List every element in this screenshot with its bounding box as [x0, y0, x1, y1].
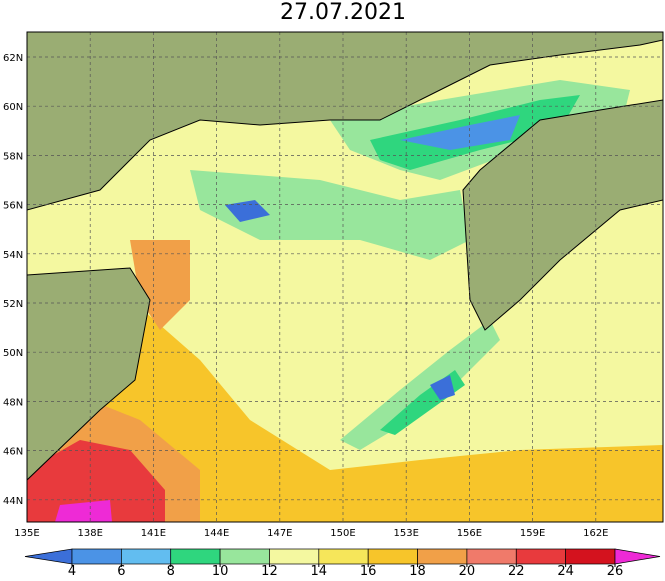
latitude-label: 44N — [3, 496, 23, 507]
colorbar-segment — [170, 548, 221, 565]
colorbar-segment — [515, 548, 566, 565]
colorbar-label: 12 — [261, 564, 278, 577]
latitude-label: 60N — [3, 102, 23, 113]
colorbar-segment — [269, 548, 320, 565]
longitude-label: 156E — [457, 528, 482, 539]
land — [27, 267, 151, 481]
land — [462, 99, 663, 331]
latitude-label: 52N — [3, 299, 23, 310]
colorbar-segment — [565, 548, 616, 565]
colorbar-label: 14 — [311, 564, 328, 577]
latitude-label: 54N — [3, 250, 23, 261]
colorbar-label: 20 — [459, 564, 476, 577]
colorbar-label: 4 — [68, 564, 76, 577]
colorbar-segment — [417, 548, 468, 565]
longitude-label: 162E — [583, 528, 608, 539]
colorbar-segment — [71, 548, 122, 565]
longitude-label: 159E — [520, 528, 545, 539]
colorbar-segment — [367, 548, 418, 565]
map-area — [27, 32, 663, 522]
longitude-label: 153E — [393, 528, 418, 539]
graticule — [27, 32, 663, 522]
colorbar-arrow — [614, 548, 661, 565]
colorbar-label: 6 — [117, 564, 125, 577]
longitude-label: 144E — [204, 528, 229, 539]
map-frame — [26, 31, 664, 523]
axis-labels: 135E 138E 141E 144E 147E 150E 153E 156E 159E 162E… — [3, 53, 609, 539]
colorbar-label: 8 — [167, 564, 175, 577]
cold-zone — [225, 200, 270, 222]
cold-zone — [400, 115, 520, 150]
map-title: 27.07.2021 — [280, 0, 406, 25]
latitude-label: 56N — [3, 201, 23, 212]
latitude-label: 46N — [3, 447, 23, 458]
latitude-label: 62N — [3, 53, 23, 64]
colorbar-arrow — [24, 548, 73, 565]
colorbar-label: 22 — [508, 564, 525, 577]
longitude-label: 147E — [267, 528, 292, 539]
colorbar-label: 18 — [409, 564, 426, 577]
hot-zone — [55, 500, 112, 522]
colorbar-segment — [121, 548, 172, 565]
colorbar-label: 24 — [557, 564, 574, 577]
longitude-label: 150E — [330, 528, 355, 539]
colorbar-label: 16 — [360, 564, 377, 577]
colorbar-segment — [318, 548, 369, 565]
cool-zone — [190, 170, 470, 260]
colorbar: 4 6 8 10 12 14 16 18 20 22 24 26 — [24, 548, 661, 579]
longitude-label: 141E — [141, 528, 166, 539]
colorbar-segment — [466, 548, 517, 565]
colorbar-label: 26 — [607, 564, 624, 577]
cold-zone — [430, 375, 455, 400]
land — [27, 32, 663, 211]
longitude-label: 138E — [77, 528, 102, 539]
colorbar-segment — [219, 548, 270, 565]
latitude-label: 50N — [3, 348, 23, 359]
colorbar-label: 10 — [212, 564, 229, 577]
longitude-label: 135E — [14, 528, 39, 539]
latitude-label: 48N — [3, 397, 23, 408]
latitude-label: 58N — [3, 151, 23, 162]
hot-zone — [27, 440, 165, 522]
